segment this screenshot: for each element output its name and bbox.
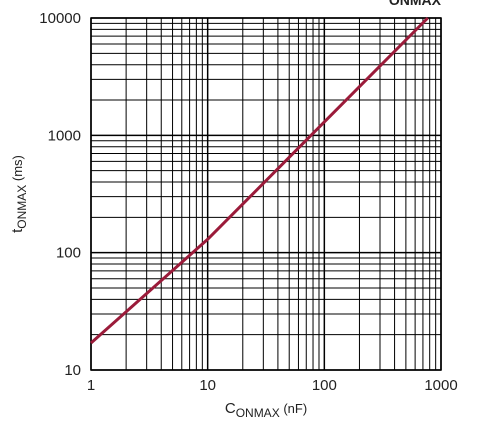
x-label-sub: ONMAX: [236, 406, 280, 420]
x-label-unit: (nF): [280, 401, 307, 416]
y-tick-label: 10000: [39, 10, 81, 27]
x-tick-label: 10: [199, 377, 216, 394]
y-tick-label: 1000: [48, 127, 81, 144]
y-label-main: t: [9, 228, 26, 233]
x-label-main: C: [225, 400, 236, 417]
x-tick-label: 100: [312, 377, 337, 394]
y-tick-label: 100: [56, 245, 81, 262]
x-tick-label: 1000: [424, 377, 457, 394]
y-tick-label: 10: [64, 362, 81, 379]
chart-title: ONMAX: [389, 0, 442, 8]
y-label-sub: ONMAX: [15, 185, 29, 229]
y-label-unit: (ms): [10, 155, 25, 185]
plot-frame: [90, 17, 442, 371]
data-line: [90, 16, 429, 345]
y-axis-label: tONMAX (ms): [9, 155, 29, 233]
x-tick-label: 1: [87, 377, 95, 394]
x-axis-label: CONMAX (nF): [225, 400, 307, 420]
